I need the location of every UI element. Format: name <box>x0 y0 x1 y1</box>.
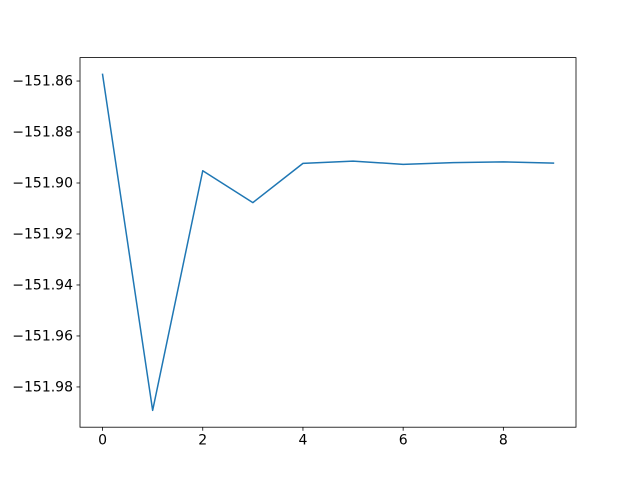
x-tick-label: 8 <box>499 433 508 449</box>
y-tick-label: −151.88 <box>12 125 73 141</box>
x-tick-label: 2 <box>198 433 207 449</box>
axes-spines <box>79 57 577 428</box>
y-tick-label: −151.94 <box>12 277 73 293</box>
y-tick-label: −151.98 <box>12 379 73 395</box>
y-tick-label: −151.86 <box>12 74 73 90</box>
data-line <box>101 73 555 412</box>
y-tick-label: −151.96 <box>12 328 73 344</box>
x-tick-label: 0 <box>98 433 107 449</box>
plot-area <box>80 57 576 428</box>
y-tick-label: −151.90 <box>12 176 73 192</box>
y-tick-label: −151.92 <box>12 226 73 242</box>
x-tick-label: 6 <box>399 433 408 449</box>
x-tick-label: 4 <box>298 433 307 449</box>
